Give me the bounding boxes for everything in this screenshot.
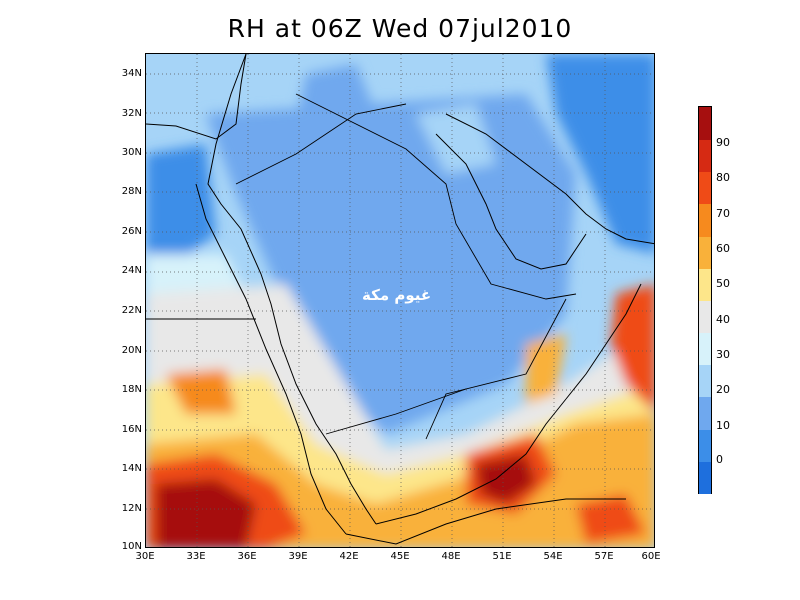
coastlines <box>146 54 654 545</box>
colorbar-label: 80 <box>716 171 730 184</box>
lon-label: 30E <box>135 551 155 562</box>
rh-field <box>146 54 654 547</box>
lon-label: 60E <box>641 551 661 562</box>
colorbar-segment <box>699 364 711 398</box>
colorbar-label: 0 <box>716 453 723 466</box>
rh-map-canvas <box>146 54 654 547</box>
country-borders <box>146 93 577 440</box>
lat-label: 10N <box>121 541 142 552</box>
colorbar-label: 70 <box>716 207 730 220</box>
lat-label: 32N <box>121 108 142 119</box>
map-overlay-text: غيوم مكة <box>362 286 432 304</box>
colorbar-label: 40 <box>716 313 730 326</box>
rh-map <box>145 53 655 548</box>
lat-label: 24N <box>121 265 142 276</box>
lon-label: 48E <box>441 551 461 562</box>
lat-label: 30N <box>121 147 142 158</box>
colorbar-segment <box>699 171 711 205</box>
lat-label: 18N <box>121 384 142 395</box>
lat-label: 14N <box>121 463 142 474</box>
colorbar-segment <box>699 396 711 430</box>
colorbar-segment <box>699 300 711 333</box>
grid-lines <box>146 54 654 547</box>
lon-label: 54E <box>543 551 563 562</box>
lat-label: 22N <box>121 305 142 316</box>
lon-label: 33E <box>186 551 206 562</box>
lon-label: 45E <box>390 551 410 562</box>
colorbar-segment <box>699 460 711 494</box>
colorbar-segment <box>699 332 711 366</box>
colorbar-label: 10 <box>716 419 730 432</box>
map-title: RH at 06Z Wed 07jul2010 <box>227 14 573 43</box>
lat-label: 12N <box>121 503 142 514</box>
colorbar-segment <box>699 235 711 269</box>
colorbar-label: 90 <box>716 136 730 149</box>
lon-label: 39E <box>288 551 308 562</box>
colorbar-segment <box>699 139 711 173</box>
colorbar <box>698 106 712 494</box>
lat-label: 34N <box>121 68 142 79</box>
lat-label: 26N <box>121 226 142 237</box>
colorbar-segment <box>699 203 711 237</box>
colorbar-label: 20 <box>716 383 730 396</box>
lon-label: 36E <box>237 551 257 562</box>
lon-label: 42E <box>339 551 359 562</box>
colorbar-label: 60 <box>716 242 730 255</box>
lon-label: 57E <box>594 551 614 562</box>
colorbar-label: 30 <box>716 348 730 361</box>
lat-label: 28N <box>121 186 142 197</box>
lat-label: 16N <box>121 424 142 435</box>
lon-label: 51E <box>492 551 512 562</box>
colorbar-segment <box>699 267 711 301</box>
colorbar-segment <box>699 107 711 140</box>
colorbar-segment <box>699 428 711 462</box>
colorbar-label: 50 <box>716 277 730 290</box>
lat-label: 20N <box>121 345 142 356</box>
